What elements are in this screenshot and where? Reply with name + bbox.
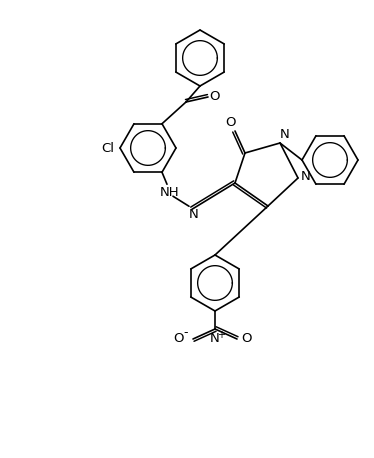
Text: +: + — [217, 330, 225, 340]
Text: N: N — [210, 333, 220, 345]
Text: N: N — [280, 129, 290, 142]
Text: O: O — [174, 333, 184, 345]
Text: -: - — [184, 327, 188, 339]
Text: O: O — [242, 333, 252, 345]
Text: N: N — [301, 169, 311, 182]
Text: O: O — [210, 91, 220, 104]
Text: Cl: Cl — [101, 142, 114, 154]
Text: NH: NH — [160, 186, 180, 199]
Text: N: N — [189, 208, 199, 221]
Text: O: O — [226, 115, 236, 129]
